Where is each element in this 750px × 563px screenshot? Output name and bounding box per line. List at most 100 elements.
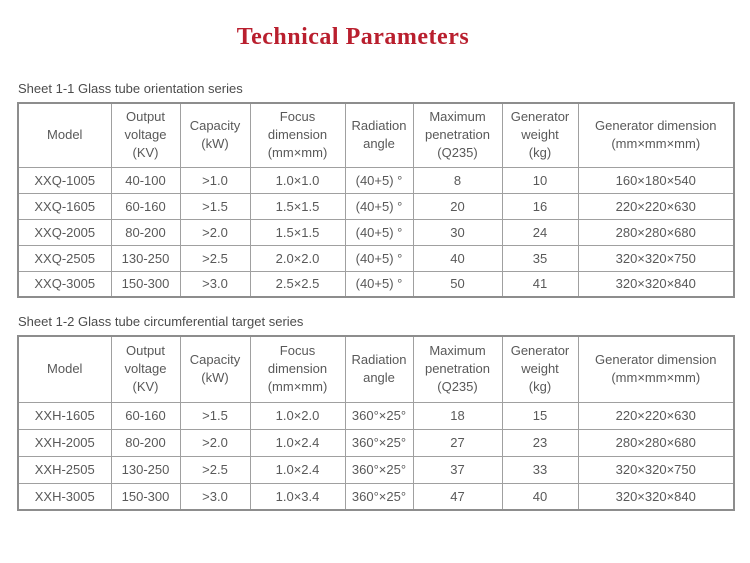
cell-model: XXQ-3005	[17, 270, 112, 298]
cell-generator-dimension: 320×320×750	[577, 455, 735, 484]
table-row: XXH-2005 80-200 >2.0 1.0×2.4 360°×25° 27…	[17, 428, 735, 457]
header-row: Model Output voltage (KV) Capacity (kW) …	[17, 335, 735, 403]
cell-capacity: >1.5	[179, 401, 251, 430]
cell-output-voltage: 40-100	[110, 166, 181, 194]
cell-generator-weight: 40	[501, 482, 579, 511]
cell-max-penetration: 8	[412, 166, 503, 194]
cell-generator-dimension: 220×220×630	[577, 192, 735, 220]
cell-output-voltage: 150-300	[110, 270, 181, 298]
cell-generator-dimension: 280×280×680	[577, 428, 735, 457]
header-model: Model	[17, 335, 112, 403]
cell-generator-weight: 23	[501, 428, 579, 457]
cell-max-penetration: 50	[412, 270, 503, 298]
cell-radiation-angle: 360°×25°	[344, 428, 414, 457]
table-row: XXQ-3005 150-300 >3.0 2.5×2.5 (40+5) ° 5…	[17, 270, 735, 298]
header-capacity: Capacity (kW)	[179, 102, 251, 168]
header-radiation-angle: Radiation angle	[344, 102, 414, 168]
cell-model: XXQ-1005	[17, 166, 112, 194]
cell-max-penetration: 37	[412, 455, 503, 484]
cell-focus-dimension: 2.0×2.0	[249, 244, 346, 272]
cell-capacity: >3.0	[179, 482, 251, 511]
cell-output-voltage: 130-250	[110, 244, 181, 272]
cell-radiation-angle: 360°×25°	[344, 482, 414, 511]
cell-focus-dimension: 1.0×2.4	[249, 428, 346, 457]
header-output-voltage: Output voltage (KV)	[110, 102, 181, 168]
cell-radiation-angle: (40+5) °	[344, 244, 414, 272]
cell-focus-dimension: 1.5×1.5	[249, 192, 346, 220]
cell-model: XXH-3005	[17, 482, 112, 511]
cell-output-voltage: 150-300	[110, 482, 181, 511]
cell-radiation-angle: (40+5) °	[344, 166, 414, 194]
cell-generator-weight: 35	[501, 244, 579, 272]
cell-max-penetration: 30	[412, 218, 503, 246]
cell-capacity: >2.0	[179, 218, 251, 246]
header-capacity: Capacity (kW)	[179, 335, 251, 403]
cell-model: XXQ-2005	[17, 218, 112, 246]
cell-capacity: >2.5	[179, 455, 251, 484]
cell-model: XXH-2505	[17, 455, 112, 484]
cell-generator-weight: 16	[501, 192, 579, 220]
cell-capacity: >2.5	[179, 244, 251, 272]
table-row: XXQ-1605 60-160 >1.5 1.5×1.5 (40+5) ° 20…	[17, 192, 735, 220]
cell-generator-dimension: 220×220×630	[577, 401, 735, 430]
glass-tube-circumferential-table: Model Output voltage (KV) Capacity (kW) …	[17, 335, 735, 511]
header-generator-dimension: Generator dimension (mm×mm×mm)	[577, 335, 735, 403]
cell-output-voltage: 60-160	[110, 401, 181, 430]
cell-model: XXQ-2505	[17, 244, 112, 272]
cell-generator-dimension: 280×280×680	[577, 218, 735, 246]
header-model: Model	[17, 102, 112, 168]
cell-generator-dimension: 160×180×540	[577, 166, 735, 194]
cell-radiation-angle: (40+5) °	[344, 218, 414, 246]
header-generator-weight: Generator weight (kg)	[501, 335, 579, 403]
cell-model: XXH-1605	[17, 401, 112, 430]
cell-generator-dimension: 320×320×840	[577, 270, 735, 298]
cell-generator-weight: 33	[501, 455, 579, 484]
cell-radiation-angle: (40+5) °	[344, 192, 414, 220]
sheet-1-2-caption: Sheet 1-2 Glass tube circumferential tar…	[18, 314, 304, 329]
cell-generator-weight: 10	[501, 166, 579, 194]
cell-capacity: >2.0	[179, 428, 251, 457]
cell-radiation-angle: 360°×25°	[344, 401, 414, 430]
header-generator-weight: Generator weight (kg)	[501, 102, 579, 168]
cell-generator-weight: 41	[501, 270, 579, 298]
cell-focus-dimension: 1.0×2.0	[249, 401, 346, 430]
cell-focus-dimension: 1.0×1.0	[249, 166, 346, 194]
cell-generator-weight: 24	[501, 218, 579, 246]
header-generator-dimension: Generator dimension (mm×mm×mm)	[577, 102, 735, 168]
cell-generator-dimension: 320×320×840	[577, 482, 735, 511]
table-row: XXQ-2505 130-250 >2.5 2.0×2.0 (40+5) ° 4…	[17, 244, 735, 272]
cell-model: XXH-2005	[17, 428, 112, 457]
cell-focus-dimension: 1.0×3.4	[249, 482, 346, 511]
sheet-1-1-caption: Sheet 1-1 Glass tube orientation series	[18, 81, 243, 96]
header-output-voltage: Output voltage (KV)	[110, 335, 181, 403]
cell-max-penetration: 20	[412, 192, 503, 220]
table-row: XXQ-1005 40-100 >1.0 1.0×1.0 (40+5) ° 8 …	[17, 166, 735, 194]
cell-focus-dimension: 2.5×2.5	[249, 270, 346, 298]
cell-radiation-angle: (40+5) °	[344, 270, 414, 298]
page-title: Technical Parameters	[236, 24, 470, 50]
cell-max-penetration: 18	[412, 401, 503, 430]
cell-capacity: >1.5	[179, 192, 251, 220]
cell-model: XXQ-1605	[17, 192, 112, 220]
table-row: XXQ-2005 80-200 >2.0 1.5×1.5 (40+5) ° 30…	[17, 218, 735, 246]
header-radiation-angle: Radiation angle	[344, 335, 414, 403]
cell-focus-dimension: 1.5×1.5	[249, 218, 346, 246]
cell-capacity: >3.0	[179, 270, 251, 298]
glass-tube-orientation-table: Model Output voltage (KV) Capacity (kW) …	[17, 102, 735, 298]
header-focus-dimension: Focus dimension (mm×mm)	[249, 335, 346, 403]
table-row: XXH-1605 60-160 >1.5 1.0×2.0 360°×25° 18…	[17, 401, 735, 430]
header-row: Model Output voltage (KV) Capacity (kW) …	[17, 102, 735, 168]
header-max-penetration: Maximum penetration (Q235)	[412, 335, 503, 403]
header-max-penetration: Maximum penetration (Q235)	[412, 102, 503, 168]
cell-generator-weight: 15	[501, 401, 579, 430]
cell-output-voltage: 60-160	[110, 192, 181, 220]
cell-focus-dimension: 1.0×2.4	[249, 455, 346, 484]
cell-output-voltage: 80-200	[110, 218, 181, 246]
header-focus-dimension: Focus dimension (mm×mm)	[249, 102, 346, 168]
cell-output-voltage: 80-200	[110, 428, 181, 457]
cell-max-penetration: 40	[412, 244, 503, 272]
table-row: XXH-2505 130-250 >2.5 1.0×2.4 360°×25° 3…	[17, 455, 735, 484]
cell-output-voltage: 130-250	[110, 455, 181, 484]
cell-capacity: >1.0	[179, 166, 251, 194]
cell-generator-dimension: 320×320×750	[577, 244, 735, 272]
